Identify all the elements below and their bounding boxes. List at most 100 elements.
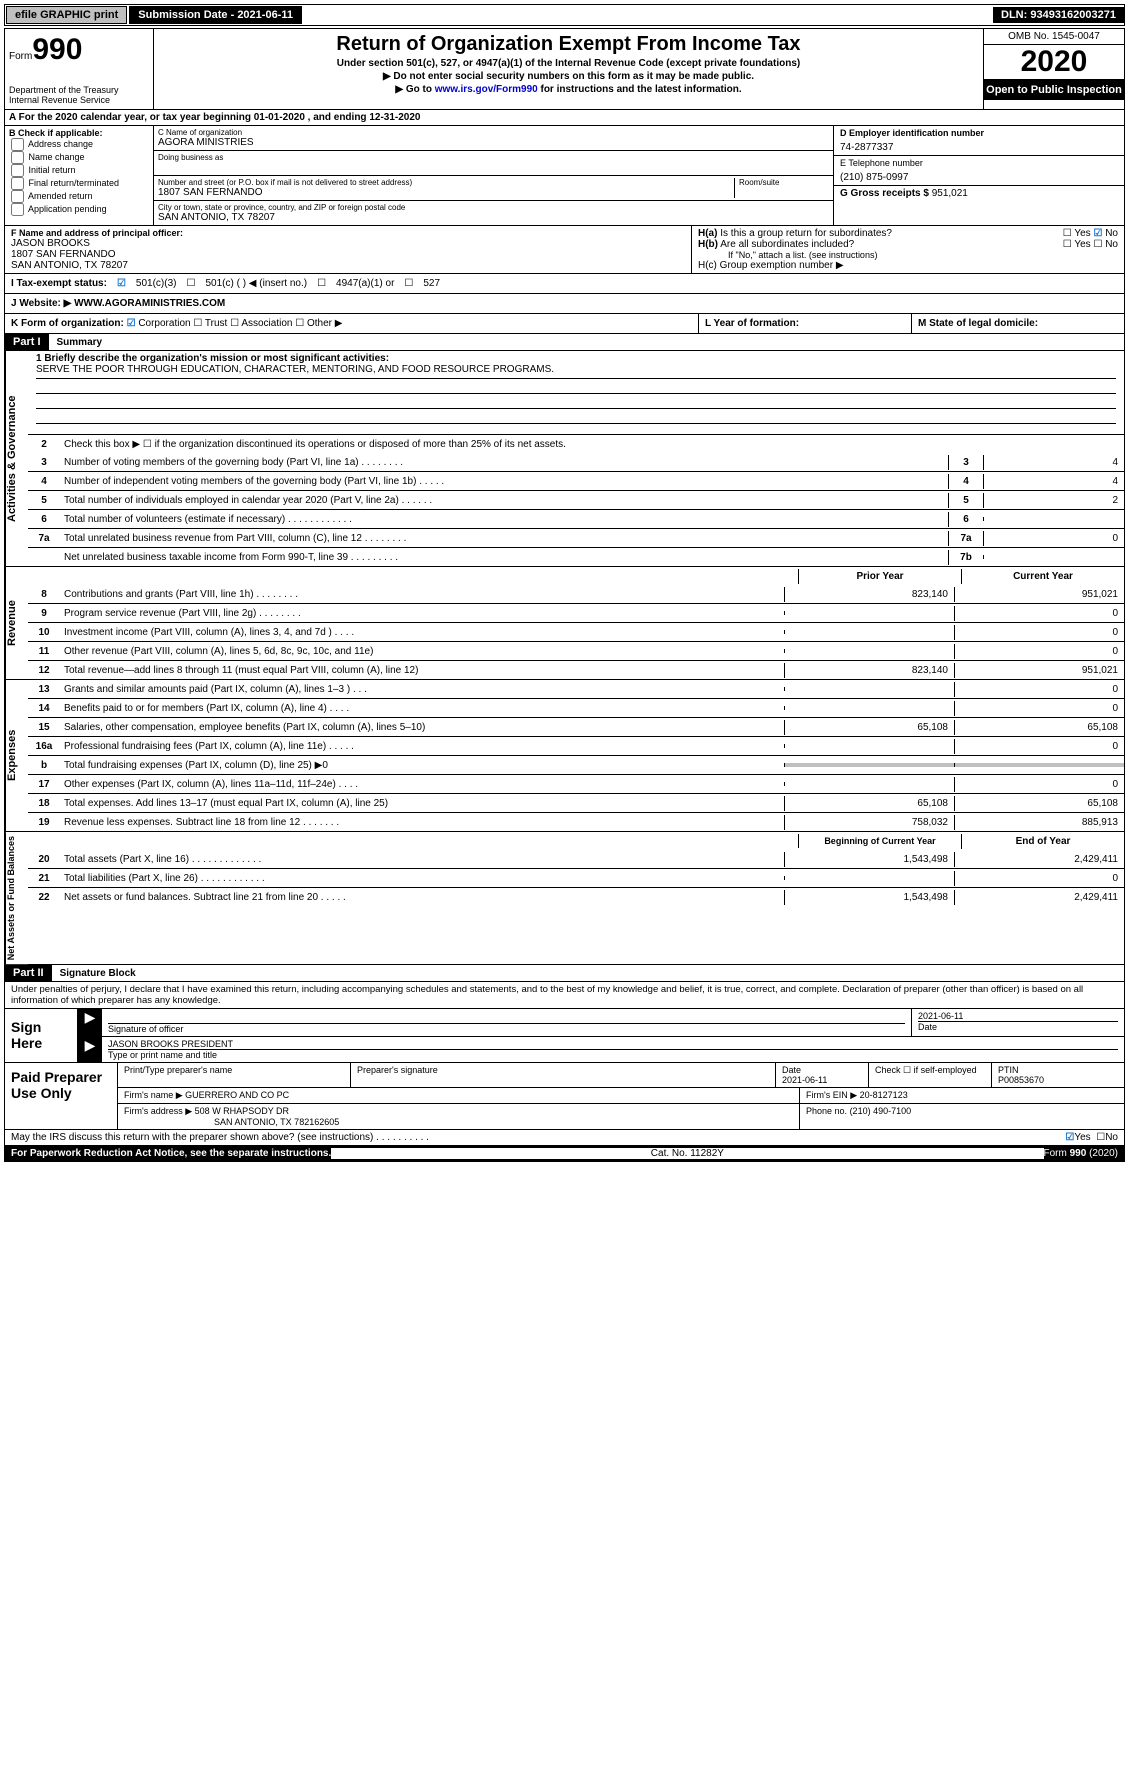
discuss-text: May the IRS discuss this return with the… bbox=[11, 1132, 1065, 1143]
row-num: 9 bbox=[28, 606, 60, 621]
prep-date: 2021-06-11 bbox=[782, 1075, 827, 1085]
form-subtitle1: Under section 501(c), 527, or 4947(a)(1)… bbox=[158, 58, 979, 69]
row-num: 20 bbox=[28, 852, 60, 867]
vtab-activities: Activities & Governance bbox=[5, 351, 28, 566]
summary-row: 6 Total number of volunteers (estimate i… bbox=[28, 509, 1124, 528]
chk-application-pending[interactable]: Application pending bbox=[9, 203, 149, 216]
arrow-icon: ▶ bbox=[78, 1037, 102, 1062]
box-b-label: B Check if applicable: bbox=[9, 128, 149, 138]
chk-initial-return[interactable]: Initial return bbox=[9, 164, 149, 177]
city-label: City or town, state or province, country… bbox=[158, 203, 829, 212]
summary-row: 18 Total expenses. Add lines 13–17 (must… bbox=[28, 793, 1124, 812]
summary-row: 7a Total unrelated business revenue from… bbox=[28, 528, 1124, 547]
row-desc: Contributions and grants (Part VIII, lin… bbox=[60, 587, 784, 602]
box-c: C Name of organization AGORA MINISTRIES … bbox=[154, 126, 833, 225]
website-label: J Website: ▶ bbox=[11, 298, 71, 309]
firm-name: GUERRERO AND CO PC bbox=[185, 1090, 289, 1100]
row-prior bbox=[784, 706, 954, 710]
paid-prep-label: Paid Preparer Use Only bbox=[5, 1063, 118, 1129]
block-netassets: Net Assets or Fund Balances Beginning of… bbox=[4, 832, 1125, 965]
irs-link[interactable]: www.irs.gov/Form990 bbox=[435, 84, 538, 95]
row-current: 951,021 bbox=[954, 663, 1124, 678]
summary-row: 19 Revenue less expenses. Subtract line … bbox=[28, 812, 1124, 831]
part1-header: Part I bbox=[5, 334, 49, 350]
hc-row: H(c) Group exemption number ▶ bbox=[698, 260, 1118, 271]
summary-row: 3 Number of voting members of the govern… bbox=[28, 453, 1124, 471]
summary-row: 20 Total assets (Part X, line 16) . . . … bbox=[28, 850, 1124, 868]
city: SAN ANTONIO, TX 78207 bbox=[158, 212, 829, 223]
row-num: 18 bbox=[28, 796, 60, 811]
discuss-yes: Yes bbox=[1074, 1132, 1090, 1143]
row-cellnum: 7a bbox=[948, 531, 983, 546]
prep-name-label: Print/Type preparer's name bbox=[118, 1063, 351, 1087]
row-prior: 823,140 bbox=[784, 663, 954, 678]
row-desc: Salaries, other compensation, employee b… bbox=[60, 720, 784, 735]
firm-ein-label: Firm's EIN ▶ bbox=[806, 1090, 857, 1100]
firm-phone-label: Phone no. bbox=[806, 1106, 847, 1116]
footer: For Paperwork Reduction Act Notice, see … bbox=[4, 1146, 1125, 1162]
firm-phone: (210) 490-7100 bbox=[850, 1106, 912, 1116]
street-label: Number and street (or P.O. box if mail i… bbox=[158, 178, 734, 187]
sub3-post: for instructions and the latest informat… bbox=[538, 84, 742, 95]
chk-final-return[interactable]: Final return/terminated bbox=[9, 177, 149, 190]
row-i: I Tax-exempt status: ☑ 501(c)(3) ☐ 501(c… bbox=[4, 274, 1125, 294]
row-num: 15 bbox=[28, 720, 60, 735]
row-cellval bbox=[983, 555, 1124, 559]
sig-date: 2021-06-11 bbox=[918, 1011, 1118, 1022]
chk-address-change[interactable]: Address change bbox=[9, 138, 149, 151]
hb-row: H(b) Are all subordinates included? ☐ Ye… bbox=[698, 239, 1118, 250]
row-current: 0 bbox=[954, 777, 1124, 792]
row-prior: 758,032 bbox=[784, 815, 954, 830]
col-begin: Beginning of Current Year bbox=[798, 834, 961, 848]
firm-addr2: SAN ANTONIO, TX 782162605 bbox=[124, 1117, 339, 1127]
row-desc: Total fundraising expenses (Part IX, col… bbox=[60, 758, 784, 773]
vtab-netassets: Net Assets or Fund Balances bbox=[5, 832, 28, 964]
form-header: Form990 Department of the TreasuryIntern… bbox=[4, 28, 1125, 110]
row-prior bbox=[784, 687, 954, 691]
row-current: 951,021 bbox=[954, 587, 1124, 602]
phone-value: (210) 875-0997 bbox=[840, 172, 1118, 183]
row-desc: Total liabilities (Part X, line 26) . . … bbox=[60, 871, 784, 886]
hb-note: If "No," attach a list. (see instruction… bbox=[698, 250, 1118, 260]
opt-corp: Corporation bbox=[138, 318, 190, 329]
prep-sig-label: Preparer's signature bbox=[351, 1063, 776, 1087]
opt-trust: Trust bbox=[205, 318, 227, 329]
col-prior: Prior Year bbox=[798, 569, 961, 584]
chk-amended[interactable]: Amended return bbox=[9, 190, 149, 203]
sign-here-label: Sign Here bbox=[5, 1009, 78, 1062]
row-current: 0 bbox=[954, 701, 1124, 716]
officer-name: JASON BROOKS bbox=[11, 238, 685, 249]
row-cellval: 0 bbox=[983, 531, 1124, 546]
block-expenses: Expenses 13 Grants and similar amounts p… bbox=[4, 680, 1125, 832]
row-m: M State of legal domicile: bbox=[912, 314, 1124, 333]
form-number: 990 bbox=[32, 33, 82, 66]
row-num bbox=[28, 555, 60, 559]
row-desc: Number of voting members of the governin… bbox=[60, 455, 948, 470]
row-prior bbox=[784, 611, 954, 615]
website-value: WWW.AGORAMINISTRIES.COM bbox=[74, 298, 225, 309]
dln-label: DLN: 93493162003271 bbox=[993, 7, 1124, 23]
row-desc: Revenue less expenses. Subtract line 18 … bbox=[60, 815, 784, 830]
opt-501c3: 501(c)(3) bbox=[136, 278, 177, 289]
summary-row: 12 Total revenue—add lines 8 through 11 … bbox=[28, 660, 1124, 679]
efile-button[interactable]: efile GRAPHIC print bbox=[6, 6, 127, 24]
row-current: 0 bbox=[954, 739, 1124, 754]
gross-receipts-label: G Gross receipts $ bbox=[840, 188, 929, 199]
row-num: 14 bbox=[28, 701, 60, 716]
row-num: 10 bbox=[28, 625, 60, 640]
summary-row: 10 Investment income (Part VIII, column … bbox=[28, 622, 1124, 641]
box-defgh: D Employer identification number 74-2877… bbox=[833, 126, 1124, 225]
chk-name-change[interactable]: Name change bbox=[9, 151, 149, 164]
summary-row: Net unrelated business taxable income fr… bbox=[28, 547, 1124, 566]
row-desc: Investment income (Part VIII, column (A)… bbox=[60, 625, 784, 640]
opt-other: Other ▶ bbox=[307, 318, 342, 329]
summary-row: 16a Professional fundraising fees (Part … bbox=[28, 736, 1124, 755]
open-public-badge: Open to Public Inspection bbox=[984, 80, 1124, 100]
check-self[interactable]: Check ☐ if self-employed bbox=[869, 1063, 992, 1087]
row-current: 0 bbox=[954, 644, 1124, 659]
row-num: 4 bbox=[28, 474, 60, 489]
mission-text: SERVE THE POOR THROUGH EDUCATION, CHARAC… bbox=[36, 364, 1116, 379]
form-label: Form bbox=[9, 51, 32, 62]
summary-row: b Total fundraising expenses (Part IX, c… bbox=[28, 755, 1124, 774]
row-cellval: 4 bbox=[983, 474, 1124, 489]
